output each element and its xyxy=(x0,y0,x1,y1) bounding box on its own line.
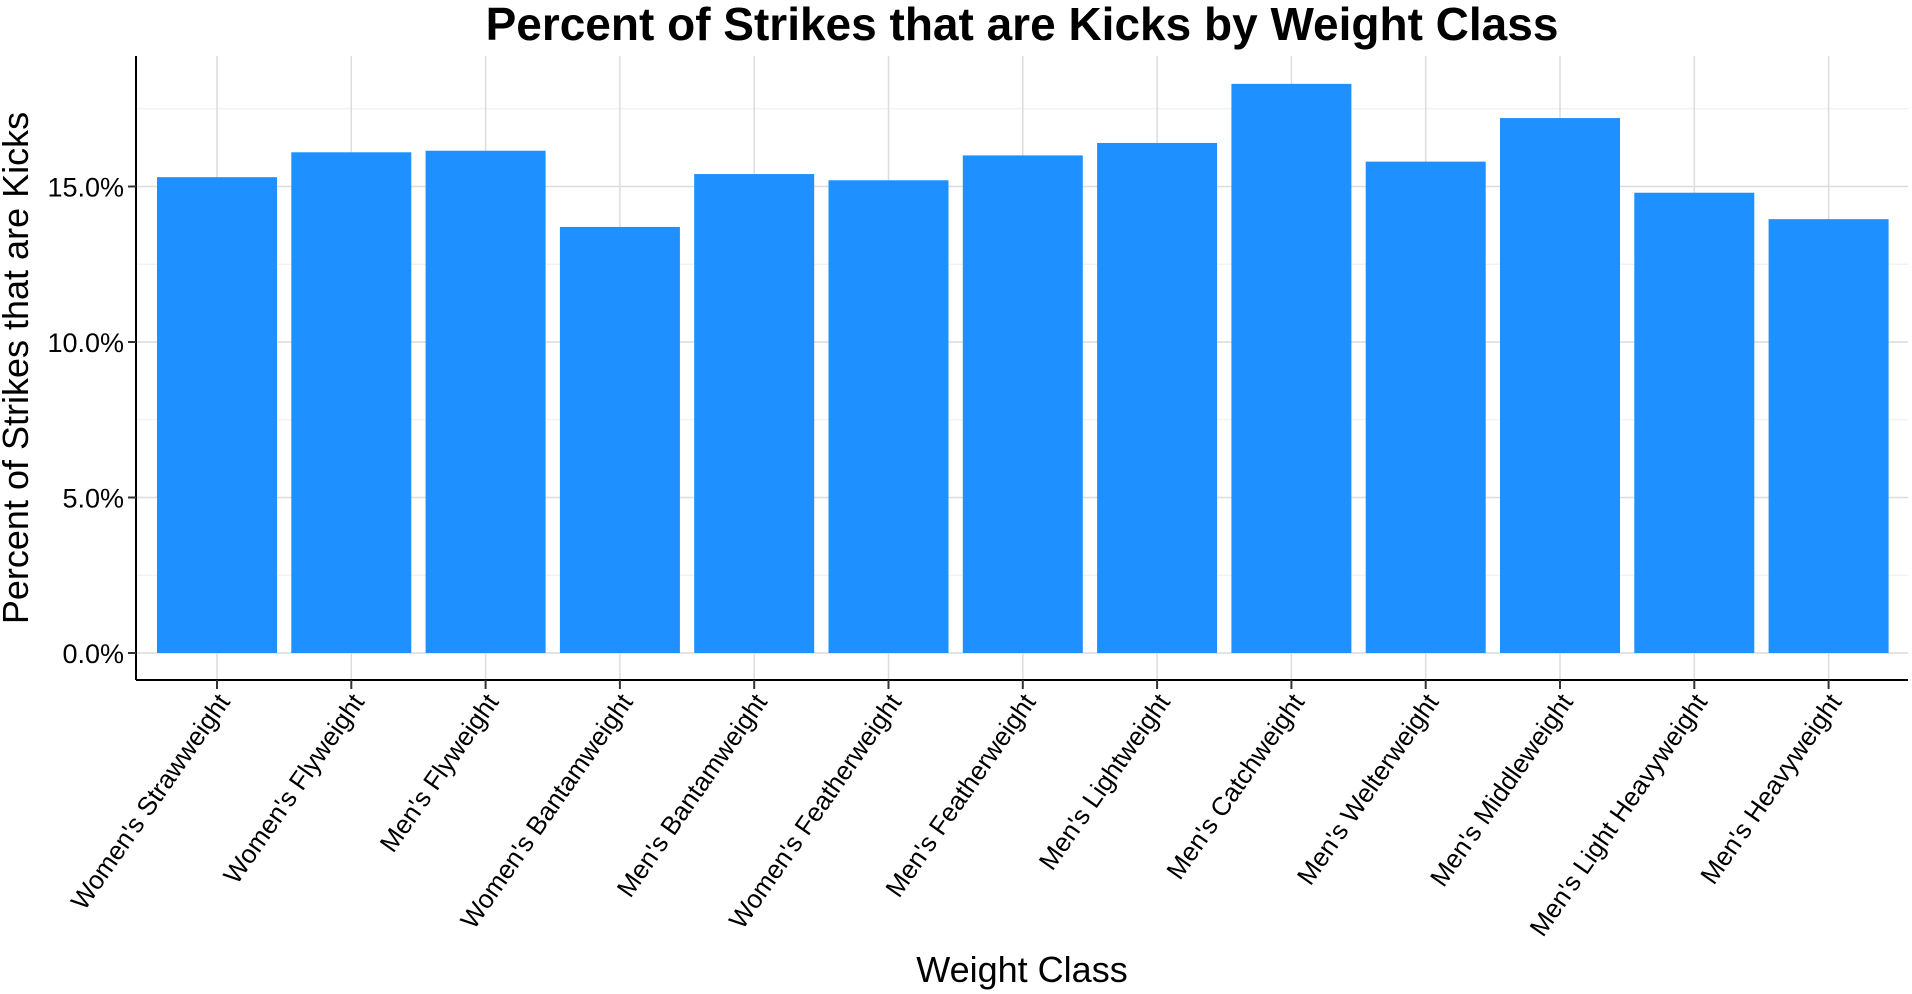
bar xyxy=(1500,118,1620,653)
y-tick-label: 10.0% xyxy=(47,328,124,358)
bar xyxy=(1768,219,1889,653)
bar xyxy=(425,150,546,654)
bar xyxy=(962,155,1083,653)
y-axis-title: Percent of Strikes that are Kicks xyxy=(0,112,36,624)
bars xyxy=(157,83,1889,654)
bar xyxy=(559,226,680,653)
bar xyxy=(157,177,277,654)
chart-title: Percent of Strikes that are Kicks by Wei… xyxy=(486,0,1559,50)
bar xyxy=(1634,192,1755,653)
bar xyxy=(1097,142,1218,653)
bar xyxy=(694,174,815,653)
bar xyxy=(1231,83,1352,654)
bar xyxy=(1365,161,1486,653)
bar xyxy=(828,180,949,653)
y-tick-label: 5.0% xyxy=(62,484,124,514)
x-axis-title: Weight Class xyxy=(916,949,1127,990)
y-tick-label: 15.0% xyxy=(47,173,124,203)
bar xyxy=(291,152,412,654)
y-tick-label: 0.0% xyxy=(62,639,124,669)
